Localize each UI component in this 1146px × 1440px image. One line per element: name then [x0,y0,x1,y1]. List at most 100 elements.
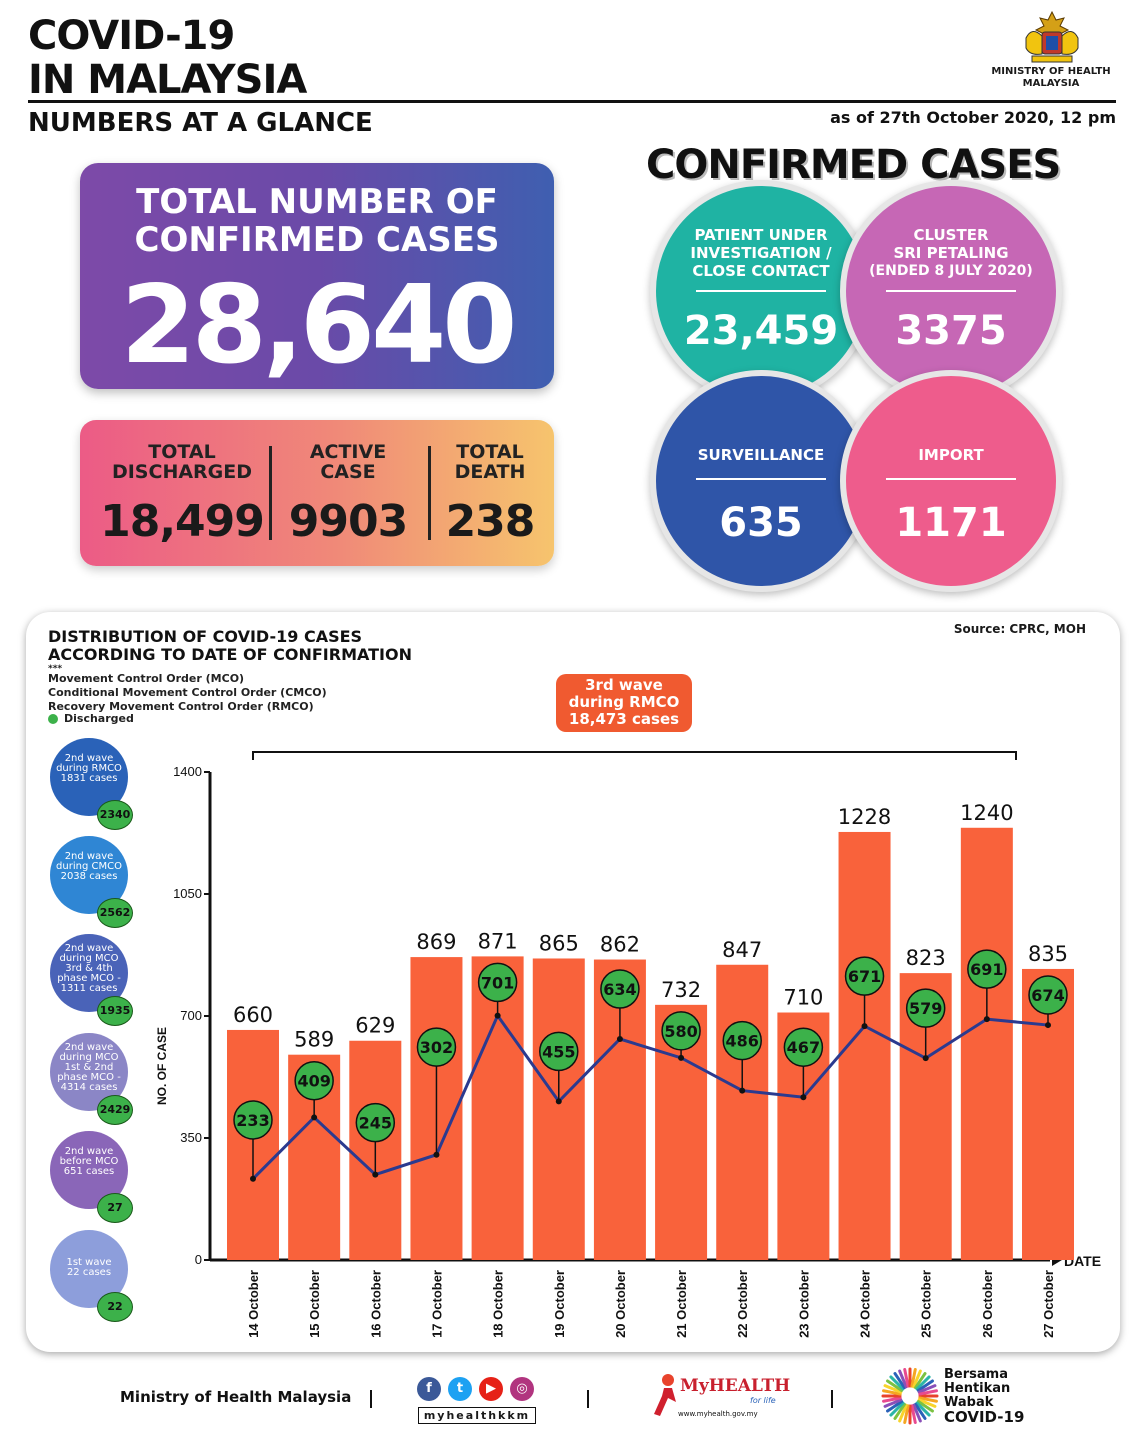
sunburst-ray [917,1384,937,1394]
discharged-marker [539,1031,579,1072]
bar-value-label: 871 [478,929,518,953]
wave-discharged-badge: 22 [97,1292,133,1322]
x-tick-label: 20 October [613,1270,628,1338]
youtube-icon[interactable]: ▶ [479,1377,503,1401]
surveillance-circle: SURVEILLANCE 635 [650,370,872,592]
wave-discharged-badge: 2340 [97,800,133,830]
surveillance-label: SURVEILLANCE [697,446,825,464]
x-tick-label: 18 October [491,1270,506,1338]
death-stat: TOTAL DEATH 238 [434,442,546,547]
bar [716,964,769,1260]
legend-mco: Movement Control Order (MCO) [48,672,245,685]
bar-value-label: 660 [233,1003,273,1027]
discharged-marker [844,956,885,996]
discharged-marker [967,949,1007,989]
x-tick-label: 23 October [796,1270,811,1338]
sunburst-ray [883,1384,903,1394]
wave-bracket [252,751,1017,760]
discharged-point [250,1175,256,1182]
discharged-point [433,1151,440,1158]
third-wave-box: 3rd wave during RMCO 18,473 cases [556,674,692,732]
wave-label: during CMCO [56,861,122,872]
active-stat: ACTIVE CASE 9903 [276,442,420,547]
sunburst-ray [893,1402,906,1420]
source-label: Source: CPRC, MOH [953,622,1086,636]
bar-value-label: 1228 [838,805,891,829]
discharged-marker [355,1102,396,1143]
sunburst-ray [886,1400,904,1413]
pui-label: PATIENT UNDER INVESTIGATION / CLOSE CONT… [690,226,832,280]
sunburst-ray [898,1403,908,1423]
discharged-value: 18,499 [100,496,265,547]
bar-value-label: 732 [661,978,701,1002]
divider [269,446,272,540]
sunburst-ray [918,1389,938,1396]
y-tick-label: 1400 [173,764,202,779]
sunburst-ray [912,1369,922,1389]
discharged-value-label: 302 [420,1038,453,1057]
legend-cmco: Conditional Movement Control Order (CMCO… [48,686,327,699]
wave-label: 3rd & 4th [65,963,113,974]
bar-value-label: 862 [600,933,640,957]
wave-label: 2nd wave [64,1146,114,1157]
y-tick-label: 700 [180,1008,202,1023]
bar-value-label: 823 [906,946,946,970]
bar [532,958,585,1260]
wave-discharged-badge: 2562 [97,898,133,928]
sunburst-ray [917,1398,937,1408]
wave-label: 2nd wave [64,1042,114,1053]
discharged-dot-icon [48,714,58,724]
total-confirmed-value: 28,640 [120,263,518,388]
bar-value-label: 710 [783,986,823,1010]
header-divider [28,100,1116,103]
summary-card: TOTAL DISCHARGED 18,499 ACTIVE CASE 9903 T… [80,420,554,566]
bar-value-label: 835 [1028,942,1068,966]
sunburst-ray [912,1403,922,1423]
wave-label: during MCO [59,953,119,964]
sunburst-ray [889,1401,905,1417]
death-value: 238 [445,496,536,547]
y-tick-label: 350 [180,1130,202,1145]
bar [960,827,1013,1260]
x-tick-label: 19 October [552,1270,567,1338]
wave-label: 1st & 2nd [64,1062,114,1073]
discharged-value-label: 674 [1031,986,1064,1005]
wave-label: 2nd wave [64,851,114,862]
x-tick-label: 14 October [246,1270,261,1338]
sunburst-ray [883,1398,903,1408]
wave-label: 1831 cases [60,773,118,784]
sunburst-ray [915,1375,931,1391]
x-tick-label: 24 October [858,1270,873,1338]
sunburst-ray [882,1389,902,1396]
discharged-point [800,1094,807,1101]
discharged-value-label: 409 [297,1072,330,1091]
facebook-icon[interactable]: f [417,1377,441,1401]
discharged-value-label: 233 [236,1111,269,1130]
discharged-marker [722,1020,762,1061]
x-tick-label: 16 October [368,1270,383,1338]
twitter-icon[interactable]: t [448,1377,472,1401]
active-value: 9903 [288,496,408,547]
wave-label: phase MCO - [57,973,121,984]
discharged-point [311,1114,318,1121]
social-handle[interactable]: myhealthkkm [418,1407,536,1424]
wave-label: during MCO [59,1052,119,1063]
total-confirmed-card: TOTAL NUMBER OF CONFIRMED CASES 28,640 [80,163,554,389]
wave-label: before MCO [59,1156,119,1167]
discharged-point [555,1098,562,1105]
sunburst-ray [898,1369,908,1389]
x-tick-label: 27 October [1041,1270,1056,1338]
instagram-icon[interactable]: ◎ [510,1377,534,1401]
discharged-point [861,1023,868,1030]
sunburst-ray [882,1396,902,1403]
myhealth-logo: MyHEALTH for life www.myhealth.gov.my [650,1368,790,1426]
wave-label: phase MCO - [57,1072,121,1083]
bar-value-label: 869 [416,930,456,954]
sunburst-ray [910,1404,917,1424]
sunburst-ray [903,1404,910,1424]
discharged-marker [294,1060,334,1101]
page-title: COVID-19 IN MALAYSIA [28,14,307,102]
confirmed-cases-title: CONFIRMED CASES [646,142,1061,188]
surveillance-value: 635 [719,500,803,546]
